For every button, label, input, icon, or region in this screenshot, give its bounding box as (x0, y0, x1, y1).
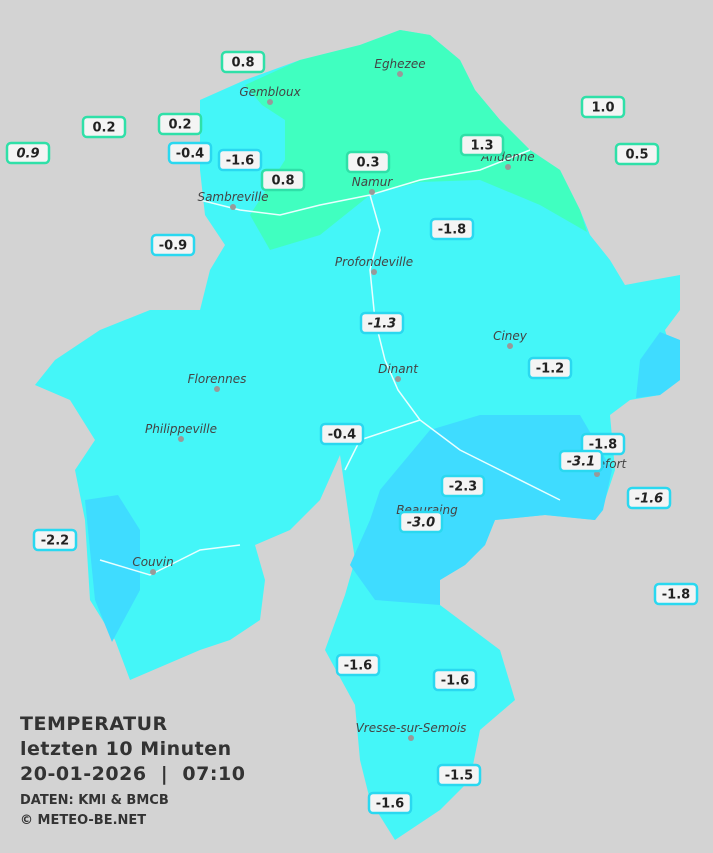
station-temperature: -1.6 (635, 492, 663, 507)
city-name: Philippeville (145, 422, 217, 436)
station-box (580, 95, 626, 119)
station-box (440, 474, 486, 498)
city-dot (214, 386, 220, 392)
station-box (459, 133, 505, 157)
station-temperature: -1.6 (344, 659, 372, 674)
city-dot (505, 164, 511, 170)
station-box (653, 582, 699, 606)
city-name: Dinant (378, 362, 419, 376)
station-box (614, 142, 660, 166)
station-temperature: -0.9 (159, 239, 187, 254)
station-temperature: -0.4 (176, 147, 204, 162)
station-box (429, 217, 475, 241)
station-temperature: 0.8 (271, 174, 294, 189)
station-box (432, 668, 478, 692)
station-box (220, 50, 266, 74)
station-temperature: -1.8 (662, 588, 690, 603)
station-box (81, 115, 127, 139)
station-temperature: 0.2 (168, 118, 191, 133)
station-box (32, 528, 78, 552)
station-temperature: 0.3 (356, 156, 379, 171)
city-dot (178, 436, 184, 442)
city-dot (395, 376, 401, 382)
city-dot (408, 735, 414, 741)
station-temperature: -1.6 (441, 674, 469, 689)
station-temperature: -3.1 (567, 455, 595, 470)
source: DATEN: KMI & BMCB (20, 793, 169, 808)
station-temperature: -2.3 (449, 480, 477, 495)
city-name: Gembloux (239, 85, 301, 99)
station-box (359, 311, 405, 335)
station-temperature: 1.3 (470, 139, 493, 154)
zone-mild (245, 30, 587, 250)
station-box (217, 148, 263, 172)
city-name: Profondeville (335, 255, 413, 269)
station-box (5, 141, 51, 165)
station-temperature: -2.2 (41, 534, 69, 549)
station-box (558, 449, 604, 473)
station-box (345, 150, 391, 174)
station-box (260, 168, 306, 192)
station-temperature: 0.5 (625, 148, 648, 163)
station-temperature: -3.0 (407, 516, 435, 531)
city-name: Florennes (188, 372, 247, 386)
station-box (367, 791, 413, 815)
title: TEMPERATUR (20, 713, 168, 735)
station-box (626, 486, 672, 510)
station-temperature: 0.9 (16, 147, 39, 162)
city-name: Eghezee (374, 57, 425, 71)
city-name: Vresse-sur-Semois (356, 721, 467, 735)
station-box (150, 233, 196, 257)
city-name: Couvin (132, 555, 173, 569)
zone-coldest (350, 415, 612, 605)
city-dot (594, 471, 600, 477)
city-dot (507, 343, 513, 349)
zone-coldest (85, 495, 140, 642)
station-temperature: -1.3 (368, 317, 396, 332)
station-box (527, 356, 573, 380)
river (99, 149, 561, 576)
station-temperature: -1.6 (376, 797, 404, 812)
station-box (335, 653, 381, 677)
copyright: © METEO-BE.NET (20, 813, 146, 828)
datetime: 20-01-2026 | 07:10 (20, 763, 245, 785)
station-box (319, 422, 365, 446)
city-name: Sambreville (197, 190, 268, 204)
city-dot (150, 569, 156, 575)
city-dot (397, 71, 403, 77)
station-temperature: 1.0 (591, 101, 614, 116)
station-box (398, 510, 444, 534)
station-temperature: -0.4 (328, 428, 356, 443)
station-box (167, 141, 213, 165)
city-dot (369, 189, 375, 195)
station-temperature: -1.2 (536, 362, 564, 377)
subtitle: letzten 10 Minuten (20, 738, 232, 760)
city-dot (230, 204, 236, 210)
station-box (157, 112, 203, 136)
station-temperature: -1.8 (589, 438, 617, 453)
station-temperature: 0.2 (92, 121, 115, 136)
station-temperature: -1.6 (226, 154, 254, 169)
city-name: Namur (352, 175, 394, 189)
station-temperature: -1.8 (438, 223, 466, 238)
station-temperature: -1.5 (445, 769, 473, 784)
zone-coldest (636, 332, 680, 398)
station-temperature: 0.8 (231, 56, 254, 71)
city-name: Ciney (493, 329, 528, 343)
city-dot (371, 269, 377, 275)
city-dot (267, 99, 273, 105)
station-box (436, 763, 482, 787)
